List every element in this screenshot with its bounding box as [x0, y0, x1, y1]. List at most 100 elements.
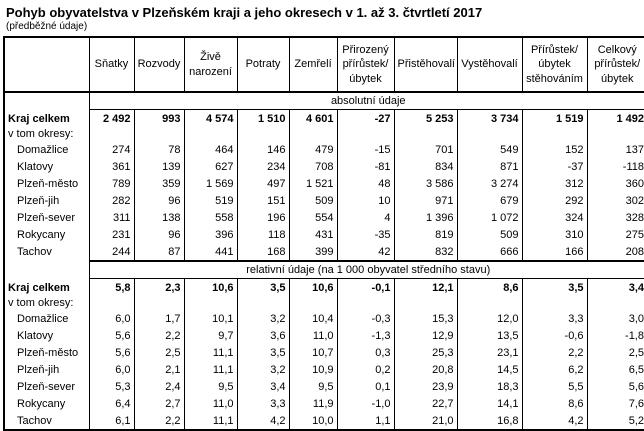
table-cell: -27 — [336, 109, 394, 128]
section-title: relativní údaje (na 1 000 obyvatel střed… — [88, 260, 644, 279]
table-cell: 6,4 — [88, 395, 134, 412]
table-cell: 971 — [393, 192, 457, 209]
row-label-spacer — [4, 92, 90, 110]
row-label-total: Kraj celkem — [4, 109, 90, 128]
table-cell: 3,3 — [236, 395, 289, 412]
table-cell-empty — [521, 128, 587, 141]
table-cell-empty — [393, 297, 457, 310]
table-cell: 3,3 — [521, 310, 587, 327]
table-cell: 9,5 — [183, 378, 237, 395]
table-cell: 993 — [133, 109, 184, 128]
table-cell: 196 — [236, 209, 289, 226]
table-cell: 166 — [521, 243, 587, 261]
table-cell: 4 — [336, 209, 394, 226]
table-cell: 509 — [288, 192, 337, 209]
table-cell: 1 569 — [183, 175, 237, 192]
table-cell: 789 — [88, 175, 134, 192]
table-cell: 4,2 — [521, 412, 587, 430]
table-cell: 6,5 — [586, 361, 644, 378]
table-cell: 274 — [88, 141, 134, 158]
table-cell: 1 521 — [288, 175, 337, 192]
table-cell: 1 510 — [236, 109, 289, 128]
table-cell: 396 — [183, 226, 237, 243]
table-cell: 834 — [393, 158, 457, 175]
table-cell-empty — [393, 128, 457, 141]
table-cell: 2 492 — [88, 109, 134, 128]
table-cell-empty — [288, 128, 337, 141]
table-cell: 0,3 — [336, 344, 394, 361]
table-cell: 2,2 — [133, 412, 184, 430]
table-cell: 10,1 — [183, 310, 237, 327]
table-cell-empty — [456, 297, 522, 310]
table-cell: 3,6 — [236, 327, 289, 344]
column-header: Potraty — [236, 37, 289, 93]
table-cell: 4,2 — [236, 412, 289, 430]
table-cell: 5,2 — [586, 412, 644, 430]
table-cell: 11,1 — [183, 412, 237, 430]
row-label-district: Klatovy — [4, 158, 90, 175]
table-cell: 328 — [586, 209, 644, 226]
table-cell: 10,6 — [183, 278, 237, 297]
page-subtitle: (předběžné údaje) — [6, 21, 88, 32]
table-cell: 12,9 — [393, 327, 457, 344]
table-cell: 137 — [586, 141, 644, 158]
table-cell: 360 — [586, 175, 644, 192]
table-cell-empty — [586, 128, 644, 141]
table-cell: 10,9 — [288, 361, 337, 378]
table-cell: 0,2 — [336, 361, 394, 378]
table-cell: 14,1 — [456, 395, 522, 412]
table-cell: 832 — [393, 243, 457, 261]
table-cell: 1 072 — [456, 209, 522, 226]
table-cell: 118 — [236, 226, 289, 243]
table-cell: 3,5 — [236, 344, 289, 361]
table-cell: 152 — [521, 141, 587, 158]
table-cell: -35 — [336, 226, 394, 243]
column-header: Zemřelí — [288, 37, 337, 93]
population-movement-table: Sňatky Rozvody Živě narození Potraty Zem… — [3, 36, 644, 431]
table-cell-empty — [133, 128, 184, 141]
table-cell: 48 — [336, 175, 394, 192]
table-cell: 4 574 — [183, 109, 237, 128]
table-cell: 627 — [183, 158, 237, 175]
table-cell: 361 — [88, 158, 134, 175]
row-label-district: Tachov — [4, 243, 90, 261]
table-cell-empty — [236, 297, 289, 310]
table-cell: 275 — [586, 226, 644, 243]
table-cell: 399 — [288, 243, 337, 261]
table-cell: 8,6 — [521, 395, 587, 412]
table-cell: 1 519 — [521, 109, 587, 128]
table-cell: 11,9 — [288, 395, 337, 412]
table-cell: 78 — [133, 141, 184, 158]
table-cell: 1 396 — [393, 209, 457, 226]
table-cell: 2,1 — [133, 361, 184, 378]
table-cell: 10,7 — [288, 344, 337, 361]
table-cell: 244 — [88, 243, 134, 261]
row-label-district: Domažlice — [4, 141, 90, 158]
table-cell: 23,9 — [393, 378, 457, 395]
table-cell: 151 — [236, 192, 289, 209]
table-cell: 549 — [456, 141, 522, 158]
table-cell: 5,8 — [88, 278, 134, 297]
table-cell: 22,7 — [393, 395, 457, 412]
table-cell: 16,8 — [456, 412, 522, 430]
row-label-district: Plzeň-město — [4, 175, 90, 192]
table-cell: 42 — [336, 243, 394, 261]
row-label-total: Kraj celkem — [4, 278, 90, 297]
table-cell: -0,3 — [336, 310, 394, 327]
table-cell: 1 492 — [586, 109, 644, 128]
table-header: Sňatky Rozvody Živě narození Potraty Zem… — [4, 37, 644, 93]
table-cell: 1,1 — [336, 412, 394, 430]
table-cell: 3 734 — [456, 109, 522, 128]
table-cell: 9,5 — [288, 378, 337, 395]
table-cell: 519 — [183, 192, 237, 209]
table-cell: 5,3 — [88, 378, 134, 395]
table-cell-empty — [336, 297, 394, 310]
table-cell: 15,3 — [393, 310, 457, 327]
table-cell-empty — [521, 297, 587, 310]
column-header: Vystěhovalí — [456, 37, 522, 93]
column-header: Přistěhovalí — [393, 37, 457, 93]
table-cell: 13,5 — [456, 327, 522, 344]
table-cell: 464 — [183, 141, 237, 158]
column-header: Živě narození — [183, 37, 237, 93]
table-cell: 4 601 — [288, 109, 337, 128]
